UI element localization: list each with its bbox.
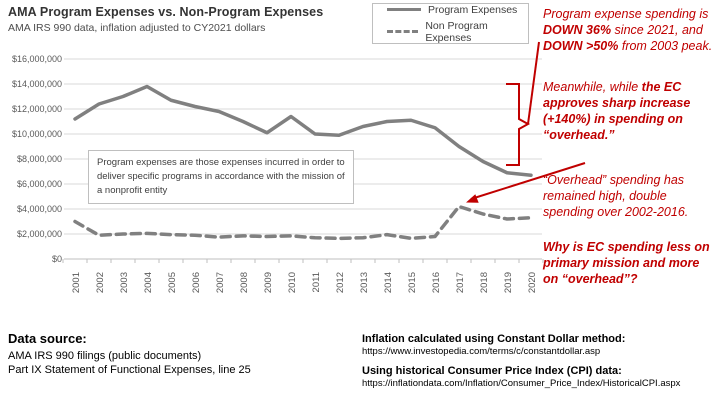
y-axis-tick-label: $8,000,000 xyxy=(17,154,62,164)
x-axis-year-label: 2016 xyxy=(431,272,442,293)
x-axis-year-label: 2020 xyxy=(527,272,538,293)
series-line-solid xyxy=(73,84,533,177)
x-axis-year-label: 2001 xyxy=(71,272,82,293)
x-axis-year-label: 2007 xyxy=(215,272,226,293)
bracket-to-text-line xyxy=(527,41,540,125)
x-axis-year-label: 2009 xyxy=(263,272,274,293)
x-axis-year-label: 2012 xyxy=(335,272,346,293)
y-axis-tick-label: $16,000,000 xyxy=(12,54,62,64)
y-axis-tick-label: $4,000,000 xyxy=(17,204,62,214)
red-annotations-overlay xyxy=(466,41,586,203)
cpi-data-url: https://inflationdata.com/Inflation/Cons… xyxy=(362,378,681,389)
chart-generated: $16,000,000 $14,000,000 $12,000,000 $10,000… xyxy=(12,54,544,293)
legend-item: Program Expenses xyxy=(387,4,528,16)
x-axis-year-label: 2008 xyxy=(239,272,250,293)
x-axis-year-label: 2011 xyxy=(311,272,322,292)
x-axis-year-label: 2014 xyxy=(383,272,394,293)
red-note-2: “Overhead” spending has remained high, d… xyxy=(543,173,689,219)
x-axis-year-label: 2019 xyxy=(503,272,514,293)
red-note-3: Why is EC spending less on primary missi… xyxy=(543,240,710,286)
cpi-data-heading: Using historical Consumer Price Index (C… xyxy=(362,365,622,377)
red-annotations-column: Program expense spending is DOWN 36% sin… xyxy=(543,6,715,287)
x-axis-year-label: 2017 xyxy=(455,272,466,293)
y-axis-tick-label: $6,000,000 xyxy=(17,179,62,189)
x-axis-year-label: 2002 xyxy=(95,272,106,293)
footer-data-source: Data source: AMA IRS 990 filings (public… xyxy=(8,331,251,377)
y-axis-tick-label: $0 xyxy=(52,254,62,264)
x-axis-year-label: 2004 xyxy=(143,272,154,293)
inflation-method-url: https://www.investopedia.com/terms/c/con… xyxy=(362,346,601,357)
program-expenses-note-box: Program expenses are those expenses incu… xyxy=(88,150,354,204)
inflation-method-heading: Inflation calculated using Constant Doll… xyxy=(362,333,626,345)
y-axis-tick-label: $12,000,000 xyxy=(12,104,62,114)
bracket-shape xyxy=(506,83,531,166)
red-note-0: Program expense spending is DOWN 36% sin… xyxy=(543,7,713,53)
chart-subtitle: AMA IRS 990 data, inflation adjusted to … xyxy=(8,22,266,34)
dashed-line-swatch-icon xyxy=(387,30,419,33)
data-source-title: Data source: xyxy=(8,331,87,346)
footer-inflation-notes: Inflation calculated using Constant Doll… xyxy=(362,333,680,397)
chart-title: AMA Program Expenses vs. Non-Program Exp… xyxy=(8,5,324,19)
y-axis-tick-label: $10,000,000 xyxy=(12,129,62,139)
series-line-dashed xyxy=(73,204,533,241)
x-axis-year-label: 2013 xyxy=(359,272,370,293)
x-axis-year-label: 2015 xyxy=(407,272,418,293)
legend-label: Non Program Expenses xyxy=(425,19,488,44)
chart-legend: Program Expenses Non Program Expenses xyxy=(372,3,529,44)
x-axis-year-label: 2003 xyxy=(119,272,130,293)
x-axis-year-label: 2018 xyxy=(479,272,490,293)
data-source-line2: Part IX Statement of Functional Expenses… xyxy=(8,364,251,376)
x-axis-year-label: 2005 xyxy=(167,272,178,293)
overhead-arrow-head xyxy=(466,194,479,203)
x-axis-year-label: 2006 xyxy=(191,272,202,293)
overhead-arrow-line xyxy=(470,162,586,200)
legend-item: Non Program Expenses xyxy=(387,20,528,44)
solid-line-swatch-icon xyxy=(387,8,421,11)
red-note-1: Meanwhile, while the EC approves sharp i… xyxy=(543,80,691,142)
y-axis-tick-label: $14,000,000 xyxy=(12,79,62,89)
legend-label: Program Expenses xyxy=(428,3,518,16)
x-axis-year-label: 2010 xyxy=(287,272,298,293)
y-axis-tick-label: $2,000,000 xyxy=(17,229,62,239)
data-source-line1: AMA IRS 990 filings (public documents) xyxy=(8,350,202,362)
